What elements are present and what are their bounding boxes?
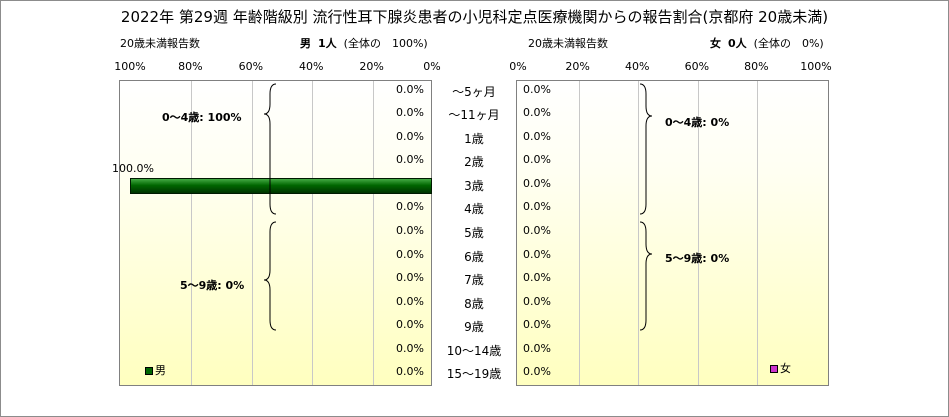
age-label: 4歳 bbox=[464, 202, 484, 217]
female-value-label: 0.0% bbox=[523, 294, 551, 308]
male-value-label: 0.0% bbox=[396, 129, 424, 143]
male-value-label: 0.0% bbox=[396, 341, 424, 355]
male-value-label: 0.0% bbox=[396, 224, 424, 237]
right-gridline bbox=[638, 81, 640, 385]
left-tick-label: 20% bbox=[359, 60, 384, 73]
right-tick-label: 20% bbox=[565, 60, 590, 73]
right-share-label: (全体の 0%) bbox=[753, 37, 824, 50]
left-legend: 男 bbox=[145, 362, 166, 378]
male-value-label: 0.0% bbox=[396, 247, 424, 261]
right-gridline bbox=[697, 81, 699, 385]
right-sublabel: 20歳未満報告数 bbox=[528, 37, 608, 50]
male-value-label: 0.0% bbox=[396, 106, 424, 120]
female-value-label: 0.0% bbox=[523, 318, 551, 332]
male-value-label: 0.0% bbox=[396, 200, 424, 214]
male-value-label: 0.0% bbox=[396, 271, 424, 285]
right-group-label-5-9: 5〜9歳: 0% bbox=[665, 252, 730, 265]
left-tick-label: 60% bbox=[238, 60, 264, 73]
right-brace-5-9 bbox=[639, 221, 653, 331]
right-gridline bbox=[578, 81, 580, 385]
female-value-label: 0.0% bbox=[523, 153, 551, 167]
female-value-label: 0.0% bbox=[523, 247, 551, 261]
age-label: 10〜14歳 bbox=[446, 343, 502, 358]
left-gender-label: 男 bbox=[300, 37, 311, 50]
male-value-label: 0.0% bbox=[396, 365, 424, 379]
female-value-label: 0.0% bbox=[523, 271, 551, 285]
left-brace-5-9 bbox=[263, 221, 277, 331]
left-tick-label: 0% bbox=[423, 60, 441, 73]
right-tick-label: 80% bbox=[744, 60, 769, 73]
left-gridline bbox=[191, 81, 193, 385]
left-legend-swatch bbox=[145, 367, 153, 375]
female-value-label: 0.0% bbox=[523, 82, 551, 96]
male-value-label: 0.0% bbox=[396, 294, 424, 308]
right-legend-swatch bbox=[770, 365, 778, 373]
female-value-label: 0.0% bbox=[523, 129, 551, 143]
right-legend: 女 bbox=[770, 360, 791, 376]
female-value-label: 0.0% bbox=[523, 176, 551, 190]
age-label: 6歳 bbox=[464, 249, 484, 264]
left-share-label: (全体の 100%) bbox=[343, 37, 428, 50]
left-gridline bbox=[312, 81, 314, 385]
age-label: 8歳 bbox=[464, 296, 484, 311]
female-value-label: 0.0% bbox=[523, 341, 551, 355]
right-group-label-0-4: 0〜4歳: 0% bbox=[665, 116, 730, 129]
female-value-label: 0.0% bbox=[523, 365, 551, 379]
female-value-label: 0.0% bbox=[523, 200, 551, 214]
left-bar-label-3y: 100.0% bbox=[112, 162, 154, 175]
right-count-label: 0人 bbox=[728, 37, 747, 50]
male-value-label: 0.0% bbox=[396, 318, 424, 332]
age-label: 3歳 bbox=[464, 178, 484, 193]
right-gender-label: 女 bbox=[710, 37, 721, 50]
age-label: 〜5ヶ月 bbox=[452, 84, 496, 99]
age-label: 5歳 bbox=[464, 226, 484, 240]
left-group-label-0-4: 0〜4歳: 100% bbox=[162, 111, 242, 124]
right-tick-label: 100% bbox=[800, 60, 832, 73]
left-legend-label: 男 bbox=[155, 364, 166, 377]
left-tick-label: 100% bbox=[114, 60, 146, 73]
left-tick-label: 80% bbox=[178, 60, 203, 73]
left-sublabel: 20歳未満報告数 bbox=[120, 37, 200, 50]
right-legend-label: 女 bbox=[780, 362, 791, 375]
right-gridline bbox=[757, 81, 759, 385]
male-value-label: 0.0% bbox=[396, 153, 424, 167]
age-label: 7歳 bbox=[464, 273, 484, 288]
right-tick-label: 40% bbox=[624, 60, 650, 73]
right-plot-area bbox=[516, 80, 829, 386]
female-value-label: 0.0% bbox=[523, 224, 551, 237]
age-label: 9歳 bbox=[464, 320, 484, 335]
left-group-label-5-9: 5〜9歳: 0% bbox=[180, 279, 245, 292]
chart-title: 2022年 第29週 年齢階級別 流行性耳下腺炎患者の小児科定点医療機関からの報… bbox=[120, 8, 829, 26]
left-plot-area bbox=[119, 80, 432, 386]
left-gender-summary: 男 1人 (全体の 100%) bbox=[300, 35, 428, 51]
male-value-label: 0.0% bbox=[396, 82, 424, 96]
left-brace-0-4 bbox=[263, 83, 277, 215]
age-label: 1歳 bbox=[464, 131, 484, 146]
right-tick-label: 0% bbox=[509, 60, 527, 73]
left-gridline bbox=[251, 81, 253, 385]
female-value-label: 0.0% bbox=[523, 106, 551, 120]
right-tick-label: 60% bbox=[684, 60, 710, 73]
left-count-label: 1人 bbox=[318, 37, 337, 50]
right-gender-summary: 女 0人 (全体の 0%) bbox=[710, 35, 824, 51]
age-label: 〜11ヶ月 bbox=[448, 108, 500, 123]
male-bar bbox=[130, 177, 432, 194]
left-tick-label: 40% bbox=[298, 60, 324, 73]
right-brace-0-4 bbox=[639, 83, 653, 215]
age-label: 15〜19歳 bbox=[446, 367, 502, 382]
left-gridline bbox=[372, 81, 374, 385]
age-label: 2歳 bbox=[464, 155, 484, 170]
